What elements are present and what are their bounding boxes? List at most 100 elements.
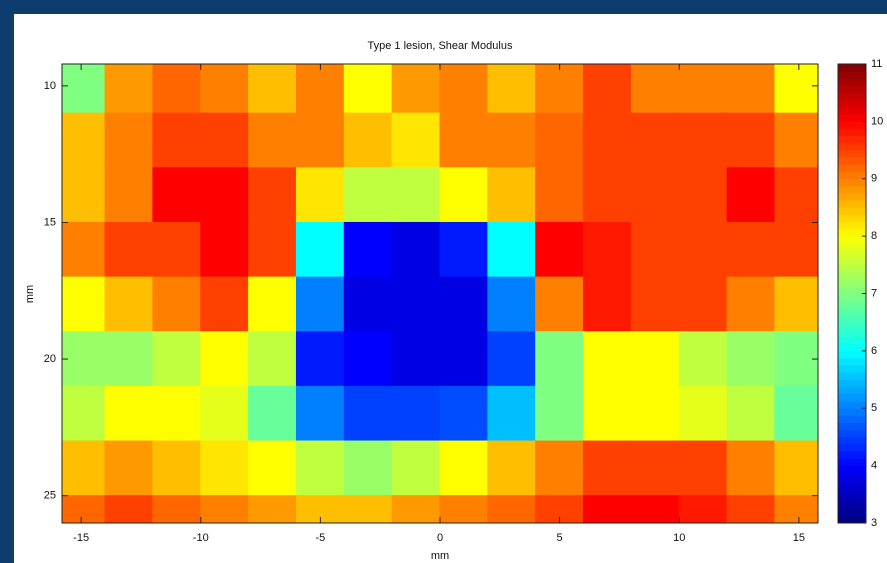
heatmap-cell	[679, 113, 728, 169]
colorbar-segment	[838, 516, 866, 524]
heatmap-cell	[248, 113, 297, 169]
colorbar-segment	[838, 487, 866, 495]
colorbar-segment	[838, 164, 866, 172]
heatmap-cell	[774, 222, 823, 278]
heatmap-cell	[344, 441, 393, 497]
heatmap-cell	[631, 58, 680, 114]
colorbar-segment	[838, 100, 866, 108]
colorbar-segment	[838, 451, 866, 459]
colorbar-segment	[838, 272, 866, 280]
heatmap-cell	[727, 167, 776, 223]
heatmap-cell	[774, 386, 823, 442]
colorbar-segment	[838, 85, 866, 93]
heatmap-cell	[583, 58, 632, 114]
colorbar-segment	[838, 379, 866, 387]
heatmap-cell	[200, 277, 249, 333]
heatmap-cell	[679, 386, 728, 442]
colorbar-segment	[838, 300, 866, 308]
colorbar-segment	[838, 114, 866, 122]
colorbar-segment	[838, 135, 866, 143]
heatmap-cell	[631, 386, 680, 442]
heatmap-cell	[679, 58, 728, 114]
heatmap-cell	[392, 386, 441, 442]
colorbar-tick-label: 11	[871, 58, 882, 70]
colorbar-segment	[838, 293, 866, 301]
colorbar-segment	[838, 372, 866, 380]
heatmap-cell	[248, 58, 297, 114]
colorbar-segment	[838, 78, 866, 86]
heatmap-cell	[248, 277, 297, 333]
colorbar-segment	[838, 279, 866, 287]
heatmap-cell	[57, 441, 106, 497]
colorbar-segment	[838, 229, 866, 237]
colorbar-segment	[838, 315, 866, 323]
colorbar-tick-label: 6	[871, 345, 877, 357]
colorbar-segment	[838, 343, 866, 351]
colorbar-segment	[838, 143, 866, 151]
heatmap-cell	[296, 113, 345, 169]
heatmap-cell	[392, 441, 441, 497]
heatmap-cell	[440, 222, 489, 278]
heatmap-cell	[392, 113, 441, 169]
colorbar-segment	[838, 150, 866, 158]
heatmap-cell	[727, 277, 776, 333]
heatmap-cell	[296, 331, 345, 387]
colorbar-segment	[838, 236, 866, 244]
heatmap-cell	[440, 441, 489, 497]
heatmap-cell	[248, 441, 297, 497]
heatmap-cell	[774, 167, 823, 223]
colorbar-segment	[838, 265, 866, 273]
heatmap-cell	[631, 113, 680, 169]
heatmap-cell	[727, 441, 776, 497]
heatmap-cell	[487, 441, 536, 497]
colorbar-segment	[838, 157, 866, 165]
heatmap-cell	[344, 58, 393, 114]
y-tick-label: 15	[44, 216, 56, 228]
heatmap-cell	[344, 386, 393, 442]
chart: Type 1 lesion, Shear Modulus mm mm -15-1…	[0, 0, 887, 563]
heatmap-cell	[57, 386, 106, 442]
heatmap-cell	[631, 167, 680, 223]
heatmap-cell	[727, 331, 776, 387]
colorbar-segment	[838, 107, 866, 115]
colorbar-segment	[838, 386, 866, 394]
heatmap-cell	[727, 113, 776, 169]
y-tick-label: 25	[44, 490, 56, 502]
x-tick-label: -5	[315, 532, 325, 544]
heatmap-cell	[105, 58, 154, 114]
heatmap-cell	[631, 441, 680, 497]
colorbar-segment	[838, 322, 866, 330]
heatmap-cell	[583, 331, 632, 387]
x-tick-label: -15	[73, 532, 89, 544]
heatmap-cell	[200, 441, 249, 497]
heatmap-cell	[105, 386, 154, 442]
colorbar-segment	[838, 92, 866, 100]
heatmap-cell	[727, 58, 776, 114]
x-tick-label: 5	[557, 532, 563, 544]
heatmap-cell	[152, 58, 201, 114]
heatmap-cell	[727, 222, 776, 278]
heatmap-cell	[440, 113, 489, 169]
colorbar-segment	[838, 401, 866, 409]
heatmap-cell	[727, 386, 776, 442]
colorbar-tick-label: 3	[871, 517, 877, 529]
heatmap-cell	[105, 331, 154, 387]
x-tick-label: 0	[437, 532, 443, 544]
heatmap-cell	[200, 222, 249, 278]
colorbar-segment	[838, 221, 866, 229]
heatmap-cell	[487, 222, 536, 278]
heatmap	[57, 58, 824, 551]
heatmap-cell	[200, 386, 249, 442]
colorbar-segment	[838, 193, 866, 201]
heatmap-cell	[631, 277, 680, 333]
heatmap-cell	[152, 113, 201, 169]
heatmap-cell	[679, 277, 728, 333]
heatmap-cell	[344, 331, 393, 387]
colorbar-segment	[838, 308, 866, 316]
heatmap-cell	[392, 58, 441, 114]
heatmap-cell	[57, 222, 106, 278]
heatmap-cell	[631, 222, 680, 278]
heatmap-cell	[440, 331, 489, 387]
colorbar-segment	[838, 178, 866, 186]
y-axis-label: mm	[24, 285, 36, 303]
